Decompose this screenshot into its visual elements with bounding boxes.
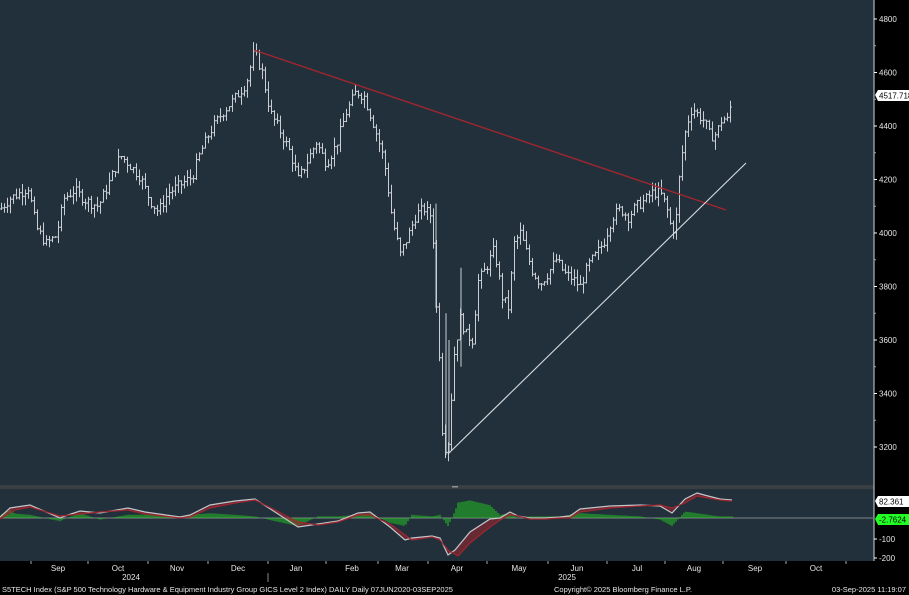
svg-text:Jun: Jun	[571, 564, 584, 573]
copyright: Copyright© 2025 Bloomberg Finance L.P.	[554, 585, 692, 594]
timestamp: 03-Sep-2025 11:19:07	[831, 585, 906, 594]
svg-text:Feb: Feb	[345, 564, 359, 573]
svg-text:4800: 4800	[879, 15, 897, 24]
svg-text:4600: 4600	[879, 69, 897, 78]
svg-text:4000: 4000	[879, 229, 897, 238]
svg-text:Oct: Oct	[112, 564, 125, 573]
resistance-trendline[interactable]	[253, 49, 727, 211]
macd-panel	[0, 489, 874, 561]
svg-text:3800: 3800	[879, 283, 897, 292]
svg-text:2024: 2024	[122, 573, 140, 582]
svg-text:Aug: Aug	[687, 564, 701, 573]
svg-text:Sep: Sep	[51, 564, 66, 573]
svg-text:4400: 4400	[879, 122, 897, 131]
x-axis: Sep Oct Nov Dec Jan Feb Mar Apr May Jun Jul Aug Sep O…	[30, 561, 847, 582]
macd-line	[0, 492, 733, 556]
svg-text:Mar: Mar	[395, 564, 409, 573]
macd-signal-label: 82.361	[875, 496, 909, 507]
macd-histogram-label: -2.7624	[875, 514, 909, 525]
chart-description: S5TECH Index (S&P 500 Technology Hardwar…	[2, 585, 453, 594]
svg-text:4200: 4200	[879, 176, 897, 185]
svg-text:Dec: Dec	[231, 564, 245, 573]
macd-y-axis: -100 -200	[874, 535, 896, 563]
svg-text:4517.7188: 4517.7188	[879, 92, 909, 101]
svg-text:-2.7624: -2.7624	[879, 516, 907, 525]
last-price-label: 4517.7188	[875, 90, 909, 101]
svg-text:Jul: Jul	[632, 564, 642, 573]
signal-line	[0, 495, 733, 557]
support-trendline[interactable]	[447, 162, 747, 455]
svg-text:Jan: Jan	[290, 564, 303, 573]
svg-text:82.361: 82.361	[879, 498, 904, 507]
svg-text:-200: -200	[879, 554, 896, 563]
svg-text:May: May	[511, 564, 526, 573]
svg-text:3400: 3400	[879, 390, 897, 399]
svg-text:-100: -100	[879, 535, 896, 544]
ohlc-bars	[0, 42, 732, 462]
svg-text:2025: 2025	[558, 573, 576, 582]
svg-text:3200: 3200	[879, 443, 897, 452]
svg-text:Apr: Apr	[451, 564, 464, 573]
price-y-axis: 4800 4600 4400 4200 4000 3800 3600 3400 3200	[874, 15, 897, 452]
svg-text:Nov: Nov	[170, 564, 184, 573]
panel-divider[interactable]	[0, 485, 874, 489]
svg-text:Sep: Sep	[748, 564, 763, 573]
svg-text:Oct: Oct	[810, 564, 823, 573]
svg-text:3600: 3600	[879, 336, 897, 345]
